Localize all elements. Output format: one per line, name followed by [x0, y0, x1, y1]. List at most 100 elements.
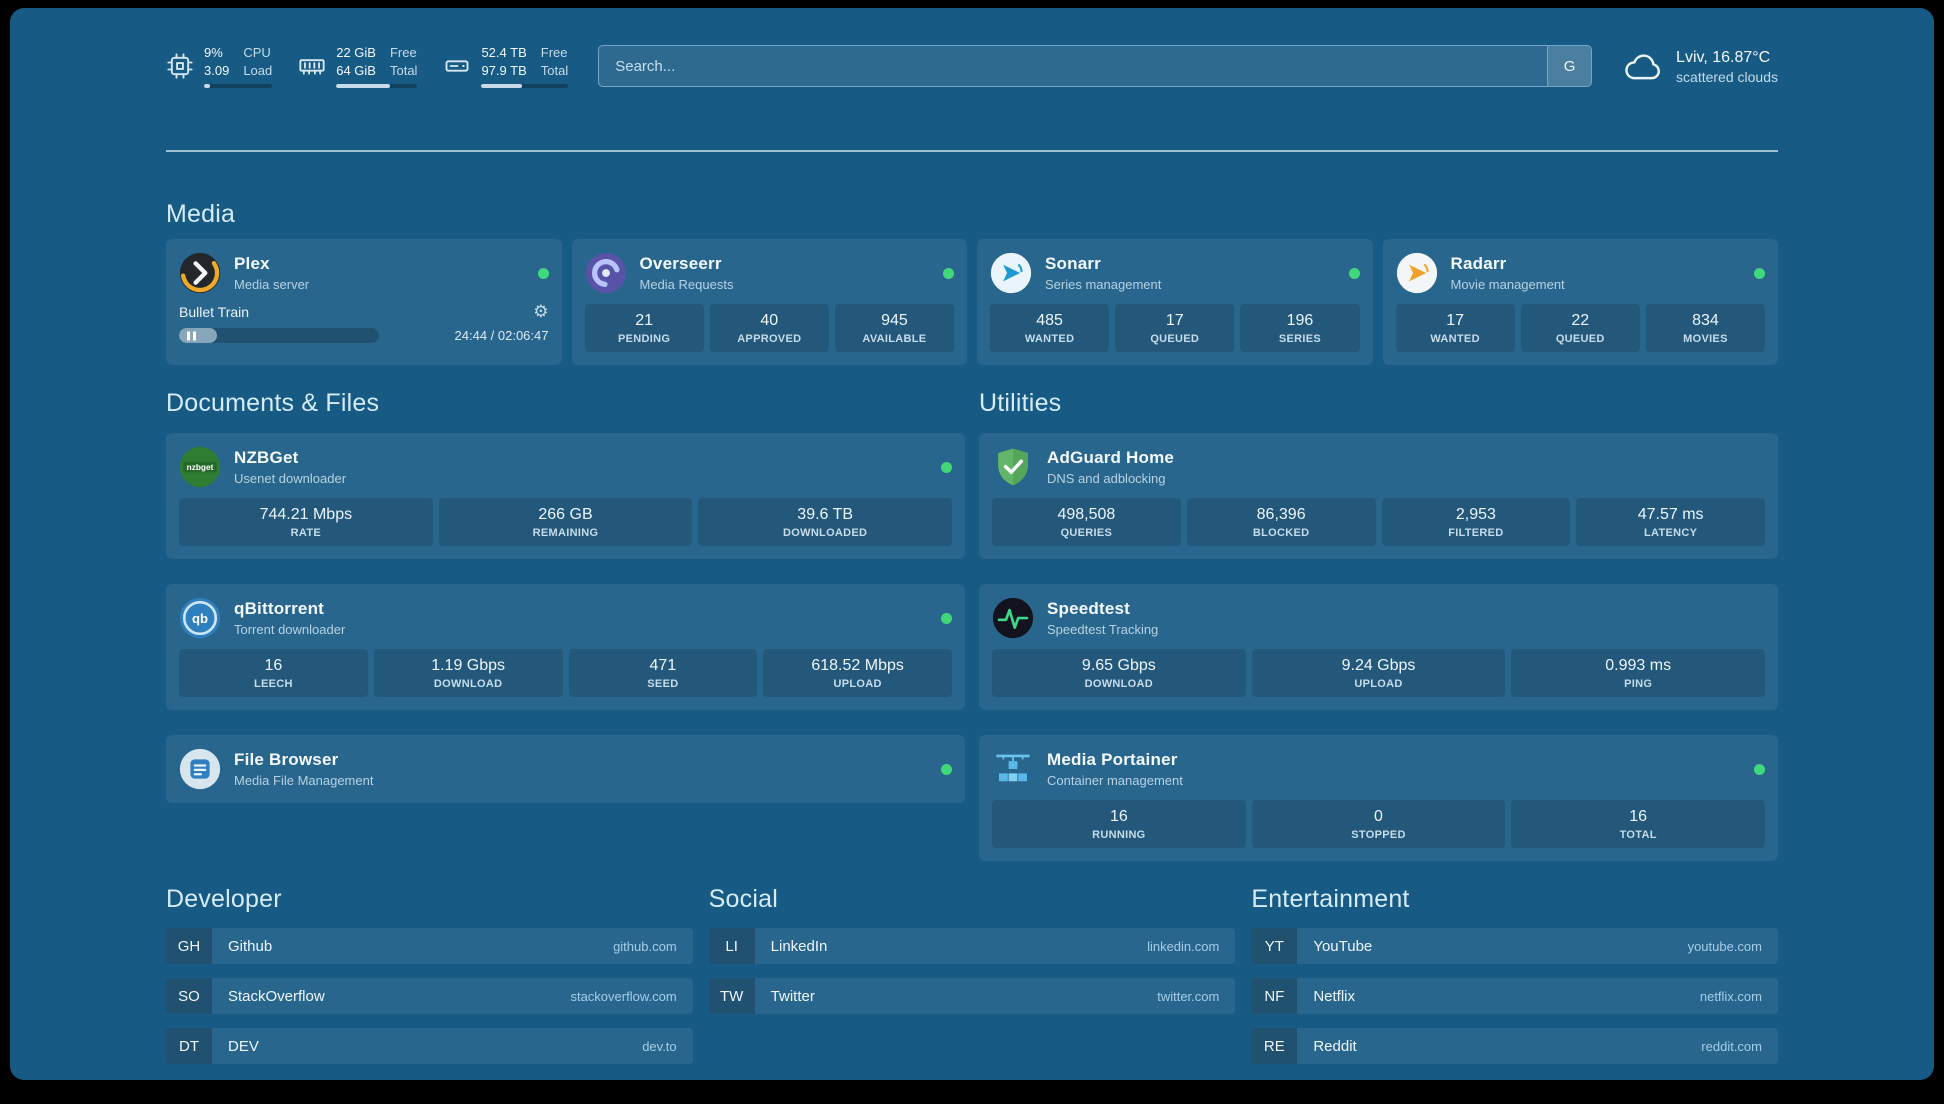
playback-progress-bar[interactable] [179, 328, 379, 344]
disk-widget: 52.4 TB 97.9 TB Free Total [443, 44, 569, 89]
stat-label: QUERIES [1060, 527, 1113, 540]
stat-label: SEED [647, 678, 679, 691]
stat-label: DOWNLOAD [1084, 678, 1154, 691]
service-card-radarr[interactable]: Radarr Movie management 17 WANTED 22 QUE… [1382, 239, 1778, 366]
service-subtitle: Torrent downloader [234, 622, 346, 638]
stat-block: 196 SERIES [1240, 304, 1360, 353]
stat-label: UPLOAD [1354, 678, 1403, 691]
stat-value: 9.65 Gbps [1081, 657, 1156, 675]
settings-gear-icon[interactable]: ⚙ [533, 302, 549, 322]
stat-label: TOTAL [1619, 829, 1657, 842]
bookmark-name: Netflix [1313, 987, 1356, 1005]
stat-value: 40 [760, 312, 779, 330]
stat-label: LATENCY [1644, 527, 1698, 540]
now-playing-title: Bullet Train [179, 303, 250, 320]
stat-value: 47.57 ms [1637, 506, 1704, 524]
stat-value: 17 [1446, 312, 1464, 330]
service-name: File Browser [234, 750, 339, 770]
stat-block: 17 WANTED [1395, 304, 1515, 353]
stat-label: DOWNLOADED [783, 527, 868, 540]
service-card-speedtest[interactable]: Speedtest Speedtest Tracking 9.65 Gbps D… [979, 584, 1778, 711]
bookmark-dev[interactable]: DT DEV dev.to [166, 1028, 693, 1065]
service-name: Sonarr [1045, 254, 1101, 274]
stat-block: 498,508 QUERIES [992, 498, 1181, 547]
stat-value: 2,953 [1455, 506, 1496, 524]
stat-value: 498,508 [1057, 506, 1116, 524]
bookmark-domain: dev.to [642, 1038, 677, 1054]
bookmark-name: StackOverflow [228, 987, 325, 1005]
service-name: Speedtest [1047, 599, 1131, 619]
bookmark-abbr: NF [1251, 978, 1298, 1015]
stat-block: 22 QUEUED [1520, 304, 1640, 353]
stat-block: 618.52 Mbps UPLOAD [763, 649, 952, 698]
stat-block: 86,396 BLOCKED [1186, 498, 1376, 547]
stat-value: 1.19 Gbps [431, 657, 506, 675]
bookmark-linkedin[interactable]: LI LinkedIn linkedin.com [708, 928, 1236, 965]
search-input[interactable] [599, 46, 1548, 87]
cpu-progress-bar [204, 84, 273, 89]
bookmark-github[interactable]: GH Github github.com [166, 928, 693, 965]
service-card-sonarr[interactable]: Sonarr Series management 485 WANTED 17 Q… [977, 239, 1373, 366]
bookmark-youtube[interactable]: YT YouTube youtube.com [1251, 928, 1778, 965]
stat-value: 0 [1374, 808, 1383, 826]
search-provider-button[interactable]: G [1547, 46, 1592, 87]
disk-progress-bar [481, 84, 569, 89]
stat-block: 1.19 Gbps DOWNLOAD [373, 649, 563, 698]
stat-label: WANTED [1430, 333, 1480, 346]
stat-label: QUEUED [1555, 333, 1605, 346]
bookmark-name: Twitter [770, 987, 815, 1005]
bookmark-twitter[interactable]: TW Twitter twitter.com [708, 978, 1236, 1015]
bookmark-domain: linkedin.com [1147, 938, 1220, 954]
bookmark-name: DEV [228, 1037, 259, 1055]
service-card-portainer[interactable]: Media Portainer Container management 16 … [979, 735, 1778, 862]
disk-free-label: Free [540, 45, 568, 60]
stat-block: 471 SEED [568, 649, 758, 698]
service-subtitle: Media Requests [639, 277, 734, 293]
stat-block: 16 LEECH [179, 649, 368, 698]
stat-block: 9.24 Gbps UPLOAD [1251, 649, 1506, 698]
memory-widget: 22 GiB 64 GiB Free Total [298, 44, 418, 89]
pause-icon[interactable] [187, 331, 196, 341]
bookmark-domain: netflix.com [1699, 988, 1762, 1004]
stat-label: FILTERED [1448, 527, 1504, 540]
stat-label: STOPPED [1351, 829, 1406, 842]
service-name: qBittorrent [234, 599, 325, 619]
service-card-adguard[interactable]: AdGuard Home DNS and adblocking 498,508 … [979, 433, 1778, 560]
service-card-filebrowser[interactable]: File Browser Media File Management [166, 735, 965, 804]
stat-value: 744.21 Mbps [259, 506, 353, 524]
stat-block: 0.993 ms PING [1511, 649, 1766, 698]
stat-label: APPROVED [737, 333, 802, 346]
stat-label: MOVIES [1683, 333, 1728, 346]
stat-label: PING [1624, 678, 1653, 691]
memory-free-label: Free [389, 45, 417, 60]
service-card-qbittorrent[interactable]: qb qBittorrent Torrent downloader 16 [166, 584, 965, 711]
stat-label: REMAINING [532, 527, 599, 540]
service-card-overseerr[interactable]: Overseerr Media Requests 21 PENDING 40 A… [571, 239, 967, 366]
service-subtitle: DNS and adblocking [1047, 471, 1166, 487]
section-title-utilities: Utilities [979, 389, 1062, 418]
radarr-icon [1396, 252, 1438, 294]
service-name: NZBGet [234, 448, 299, 468]
ram-icon [298, 52, 326, 80]
service-card-nzbget[interactable]: nzbget NZBGet Usenet downloader 744.21 M… [166, 433, 965, 560]
stat-value: 618.52 Mbps [811, 657, 904, 675]
memory-progress-bar [336, 84, 418, 89]
stat-label: AVAILABLE [862, 333, 927, 346]
disk-total-value: 97.9 TB [481, 63, 527, 79]
bookmark-domain: github.com [613, 938, 677, 954]
speedtest-icon [992, 597, 1034, 639]
stat-label: RUNNING [1092, 829, 1146, 842]
memory-free-value: 22 GiB [336, 45, 376, 60]
bookmark-name: YouTube [1313, 937, 1373, 955]
bookmark-abbr: TW [708, 978, 755, 1015]
bookmark-name: Github [228, 937, 273, 955]
bookmark-stackoverflow[interactable]: SO StackOverflow stackoverflow.com [166, 978, 693, 1015]
bookmark-domain: youtube.com [1687, 938, 1762, 954]
bookmark-netflix[interactable]: NF Netflix netflix.com [1251, 978, 1778, 1015]
service-card-plex[interactable]: Plex Media server Bullet Train ⚙ [166, 239, 562, 366]
stat-value: 266 GB [538, 506, 593, 524]
bookmark-abbr: LI [708, 928, 755, 965]
stat-block: 834 MOVIES [1645, 304, 1766, 353]
stat-label: BLOCKED [1252, 527, 1310, 540]
bookmark-reddit[interactable]: RE Reddit reddit.com [1251, 1028, 1778, 1065]
